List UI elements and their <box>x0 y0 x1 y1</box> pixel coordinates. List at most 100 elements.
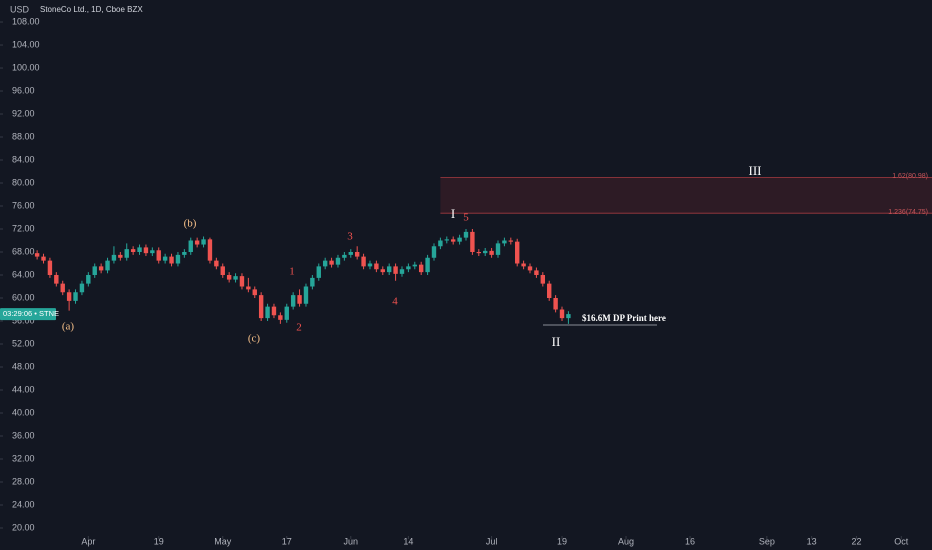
candle-body <box>483 250 488 254</box>
fib-box <box>440 177 932 214</box>
candle-body <box>303 286 309 304</box>
candle-body <box>182 252 187 255</box>
candle-body <box>534 270 539 276</box>
y-tick-label: 72.00 <box>12 223 35 233</box>
candle-body <box>354 252 360 257</box>
candle-body <box>278 315 283 320</box>
y-unit: USD <box>10 4 30 14</box>
x-tick-label: 19 <box>557 536 567 546</box>
y-tick-label: 108.00 <box>12 16 40 26</box>
wave-label: III <box>749 163 762 178</box>
candle-body <box>79 283 85 293</box>
x-tick-label: Sep <box>759 536 775 546</box>
fib-label: 1.236(74.75) <box>888 209 928 216</box>
x-tick-label: May <box>214 536 232 546</box>
candle-body <box>438 240 443 247</box>
y-tick-label: 104.00 <box>12 39 40 49</box>
x-tick-label: Jul <box>486 536 498 546</box>
candle-body <box>374 263 379 270</box>
y-tick-label: 48.00 <box>12 361 35 371</box>
candle-body <box>271 306 277 316</box>
candle-body <box>418 264 424 273</box>
candle-body <box>444 239 449 241</box>
wave-label: (b) <box>184 218 197 230</box>
x-tick-label: 17 <box>282 536 292 546</box>
candle-body <box>367 263 373 267</box>
x-tick-label: Aug <box>618 536 634 546</box>
candle-body <box>342 254 347 258</box>
x-tick-label: 19 <box>154 536 164 546</box>
candle-body <box>284 306 289 320</box>
candle-body <box>425 257 430 273</box>
wave-label: 2 <box>296 322 302 334</box>
wave-label: II <box>552 334 561 349</box>
candle-body <box>169 256 174 264</box>
candle-body <box>34 253 40 257</box>
candle-body <box>540 275 546 284</box>
wave-label: (a) <box>62 321 75 333</box>
candle-body <box>470 231 475 253</box>
candle-body <box>515 241 520 264</box>
wave-label: I <box>451 206 455 221</box>
candle-body <box>60 283 65 293</box>
candle-body <box>41 256 46 261</box>
candle-body <box>457 237 462 242</box>
candle-body <box>130 249 136 253</box>
y-tick-label: 84.00 <box>12 154 35 164</box>
y-tick-label: 100.00 <box>12 62 40 72</box>
candle-body <box>521 263 526 267</box>
y-tick-label: 60.00 <box>12 292 35 302</box>
candle-body <box>226 275 232 280</box>
y-tick-label: 96.00 <box>12 85 35 95</box>
candle-body <box>412 264 417 267</box>
candle-body <box>508 240 514 242</box>
candle-body <box>566 314 571 319</box>
x-tick-label: Apr <box>81 536 95 546</box>
candle-body <box>150 250 155 254</box>
candle-body <box>137 247 142 253</box>
candle-body <box>290 295 296 307</box>
candle-body <box>220 266 225 276</box>
wave-label: 5 <box>463 212 469 224</box>
wave-label: 1 <box>289 266 295 278</box>
candle-body <box>463 231 469 238</box>
candle-body <box>399 269 405 274</box>
candle-body <box>495 243 501 255</box>
candle-body <box>502 240 507 244</box>
candle-body <box>322 260 328 267</box>
candle-body <box>105 260 110 271</box>
y-tick-label: 68.00 <box>12 246 35 256</box>
fib-zone: 1.236(74.75) 1.62(80.98) <box>440 173 932 216</box>
y-tick-label: 40.00 <box>12 407 35 417</box>
candle-body <box>98 266 104 271</box>
candle-body <box>124 249 129 258</box>
candle-body <box>348 252 353 255</box>
y-tick-label: 52.00 <box>12 338 35 348</box>
candle-body <box>47 260 53 276</box>
x-tick-label: 22 <box>851 536 861 546</box>
candle-body <box>246 286 251 290</box>
wave-label: 3 <box>347 231 353 243</box>
y-tick-label: 88.00 <box>12 131 35 141</box>
candle-body <box>194 240 200 245</box>
y-tick-label: 36.00 <box>12 430 35 440</box>
candle-body <box>258 295 264 319</box>
candle-body <box>329 260 334 265</box>
y-tick-label: 76.00 <box>12 200 35 210</box>
candle-body <box>92 266 97 276</box>
y-tick-label: 24.00 <box>12 499 35 509</box>
candle-body <box>201 239 206 245</box>
y-tick-label: 20.00 <box>12 522 35 532</box>
candle-body <box>450 239 456 242</box>
x-tick-label: 16 <box>685 536 695 546</box>
candles: $16.6M DP Print here <box>34 229 666 326</box>
candle-body <box>547 283 552 299</box>
wave-label: 4 <box>392 296 398 308</box>
candle-body <box>380 269 385 273</box>
candle-body <box>476 252 481 254</box>
candle-body <box>406 266 411 270</box>
y-tick-label: 56.00 <box>12 315 35 325</box>
candle-body <box>431 246 437 258</box>
